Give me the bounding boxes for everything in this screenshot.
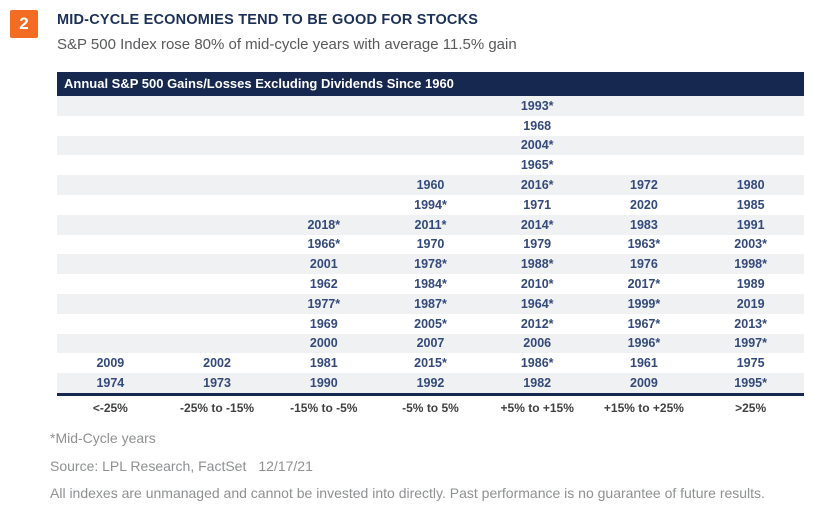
axis-bucket-label: +15% to +25% xyxy=(603,400,684,415)
year-grid: 1993* 1968 2004* 1965* 1960 2016* 1972 1980 1994… xyxy=(57,96,804,393)
source-line: Source: LPL Research, FactSet 12/17/21 xyxy=(50,458,810,474)
axis-bucket-label: >25% xyxy=(735,400,767,415)
figure-number-badge: 2 xyxy=(10,10,38,38)
table-row: 2001 1978* 1988* 1976 1998* xyxy=(57,254,804,275)
axis-bucket-label: <-25% xyxy=(92,400,128,415)
year-cell: 1985 xyxy=(736,197,765,212)
year-cell: 1968 xyxy=(523,118,552,133)
source-text: Source: LPL Research, FactSet xyxy=(50,457,247,474)
year-cell: 1967* xyxy=(627,316,661,331)
table-row: 2000 2007 2006 1996* 1997* xyxy=(57,333,804,354)
axis-bucket-label: -5% to 5% xyxy=(402,400,459,415)
year-cell: 1963* xyxy=(627,237,661,252)
year-cell: 2009 xyxy=(96,356,125,371)
year-cell: 2014* xyxy=(520,217,554,232)
table-row: 1965* xyxy=(57,155,804,175)
axis-labels: <-25% -25% to -15% -15% to -5% -5% to 5% +5%… xyxy=(57,392,804,415)
year-cell: 2019 xyxy=(736,296,765,311)
year-cell: 1979 xyxy=(523,237,552,252)
table-row: 1977* 1987* 1964* 1999* 2019 xyxy=(57,293,804,314)
year-cell: 1972 xyxy=(630,178,658,193)
year-cell: 1966* xyxy=(307,237,341,252)
chart-title: Annual S&P 500 Gains/Losses Excluding Di… xyxy=(64,76,454,91)
year-cell: 2020 xyxy=(630,197,658,212)
footer: *Mid-Cycle years Source: LPL Research, F… xyxy=(50,430,810,512)
page-title: MID-CYCLE ECONOMIES TEND TO BE GOOD FOR … xyxy=(57,12,479,28)
axis-bucket-label: -15% to -5% xyxy=(290,400,358,415)
year-cell: 1975 xyxy=(736,356,765,371)
year-cell: 2003* xyxy=(734,237,767,252)
year-cell: 1960 xyxy=(416,178,445,193)
year-cell: 1986* xyxy=(520,356,554,371)
year-cell: 1981 xyxy=(309,356,338,371)
year-cell: 2006 xyxy=(523,336,552,351)
year-cell: 1977* xyxy=(307,296,341,311)
year-cell: 2002 xyxy=(203,356,231,371)
year-cell: 1983 xyxy=(630,217,658,232)
year-cell: 1990 xyxy=(309,376,338,391)
year-cell: 1993* xyxy=(520,98,554,113)
year-cell: 2017* xyxy=(627,277,661,292)
year-cell: 1995* xyxy=(734,376,767,391)
year-cell: 1997* xyxy=(734,336,767,351)
table-row: 1966* 1970 1979 1963* 2003* xyxy=(57,235,804,255)
year-cell: 1961 xyxy=(630,356,658,371)
table-row: 2018* 2011* 2014* 1983 1991 xyxy=(57,214,804,235)
year-cell: 1973 xyxy=(203,376,231,391)
year-cell: 1964* xyxy=(520,296,554,311)
year-cell: 1988* xyxy=(520,257,554,272)
table-row: 2009 2002 1981 2015* 1986* 1961 1975 xyxy=(57,353,804,373)
disclaimer: All indexes are unmanaged and cannot be … xyxy=(50,485,765,501)
table-row: 1969 2005* 2012* 1967* 2013* xyxy=(57,314,804,334)
year-cell: 1991 xyxy=(736,217,765,232)
year-cell: 2015* xyxy=(414,356,447,371)
axis-bucket-label: -25% to -15% xyxy=(180,400,255,415)
footnote: *Mid-Cycle years xyxy=(50,430,156,446)
year-cell: 1969 xyxy=(309,316,338,331)
table-row: 1960 2016* 1972 1980 xyxy=(57,175,804,195)
year-cell: 1996* xyxy=(627,336,661,351)
year-cell: 1992 xyxy=(416,376,445,391)
table-row: 1974 1973 1990 1992 1982 2009 1995* xyxy=(57,373,804,393)
year-cell: 1978* xyxy=(414,257,447,272)
table-row: 2004* xyxy=(57,135,804,156)
year-cell: 1974 xyxy=(96,376,125,391)
year-cell: 2009 xyxy=(630,376,658,391)
axis-bucket-label: +5% to +15% xyxy=(500,400,574,415)
table-row: 1968 xyxy=(57,116,804,136)
year-cell: 2004* xyxy=(520,138,554,153)
year-cell: 1987* xyxy=(414,296,447,311)
table-row: 1993* xyxy=(57,96,804,116)
year-cell: 1965* xyxy=(520,158,554,173)
year-cell: 1976 xyxy=(630,257,658,272)
year-cell: 2016* xyxy=(520,178,554,193)
page-subtitle: S&P 500 Index rose 80% of mid-cycle year… xyxy=(57,36,517,53)
year-cell: 2011* xyxy=(414,217,447,232)
year-cell: 2001 xyxy=(309,257,338,272)
year-cell: 1989 xyxy=(736,277,765,292)
year-cell: 2013* xyxy=(734,316,767,331)
year-cell: 1994* xyxy=(414,197,447,212)
year-cell: 2005* xyxy=(414,316,447,331)
source-date: 12/17/21 xyxy=(258,457,313,474)
table-row: 1994* 1971 2020 1985 xyxy=(57,195,804,215)
year-cell: 1971 xyxy=(523,197,552,212)
year-cell: 1998* xyxy=(734,257,767,272)
year-cell: 2018* xyxy=(307,217,341,232)
year-cell: 1970 xyxy=(416,237,445,252)
year-cell: 1982 xyxy=(523,376,552,391)
year-cell: 2010* xyxy=(520,277,554,292)
year-cell: 2012* xyxy=(520,316,554,331)
year-cell: 1962 xyxy=(309,277,338,292)
year-cell: 2007 xyxy=(416,336,445,351)
year-cell: 1984* xyxy=(414,277,447,292)
chart-title-bar: Annual S&P 500 Gains/Losses Excluding Di… xyxy=(57,72,804,96)
year-cell: 2000 xyxy=(309,336,338,351)
year-cell: 1999* xyxy=(627,296,661,311)
year-cell: 1980 xyxy=(736,178,765,193)
chart: Annual S&P 500 Gains/Losses Excluding Di… xyxy=(57,72,804,415)
table-row: 1962 1984* 2010* 2017* 1989 xyxy=(57,274,804,294)
